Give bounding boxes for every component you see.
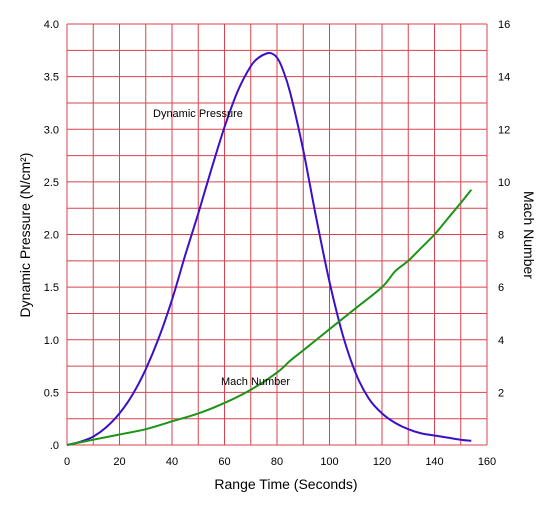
y-right-tick-label: 12 [498,124,510,136]
tick-labels: 0 20 40 60 80 100 120 140 160 .0 0.5 1.0 1.5 2.0 2.5 3.… [44,19,511,468]
y-right-tick-label: 14 [498,72,510,84]
dynamic-pressure-line [66,51,472,446]
x-axis-title: Range Time (Seconds) [214,476,357,492]
x-tick-label: 160 [478,456,496,468]
grid [66,23,488,446]
y-left-tick-label: 2.5 [44,177,59,189]
x-tick-label: 40 [166,456,178,468]
y-right-tick-label: 6 [498,282,504,294]
x-tick-label: 120 [373,456,391,468]
y-left-tick-label: 4.0 [44,19,59,31]
y-right-tick-label: 2 [498,387,504,399]
y-left-tick-label: 1.0 [44,335,59,347]
x-tick-label: 80 [271,456,283,468]
y-left-tick-label: .0 [50,440,59,452]
x-tick-label: 20 [113,456,125,468]
mach-number-line [66,189,473,446]
x-tick-label: 100 [320,456,338,468]
y-left-tick-label: 0.5 [44,387,59,399]
annotation-mach-number: Mach Number [221,376,290,388]
annotation-dynamic-pressure: Dynamic Pressure [153,108,243,120]
x-tick-label: 0 [64,456,70,468]
y-right-tick-label: 10 [498,177,510,189]
series-lines [66,51,473,446]
x-tick-label: 60 [218,456,230,468]
y-axis-title-right: Mach Number [521,191,537,279]
y-axis-title-left: Dynamic Pressure (N/cm²) [17,153,33,318]
y-right-tick-label: 4 [498,335,504,347]
x-tick-label: 140 [425,456,443,468]
y-left-tick-label: 1.5 [44,282,59,294]
y-right-tick-label: 8 [498,230,504,242]
y-left-tick-label: 2.0 [44,230,59,242]
y-left-tick-label: 3.0 [44,124,59,136]
y-left-tick-label: 3.5 [44,72,59,84]
y-right-tick-label: 16 [498,19,510,31]
